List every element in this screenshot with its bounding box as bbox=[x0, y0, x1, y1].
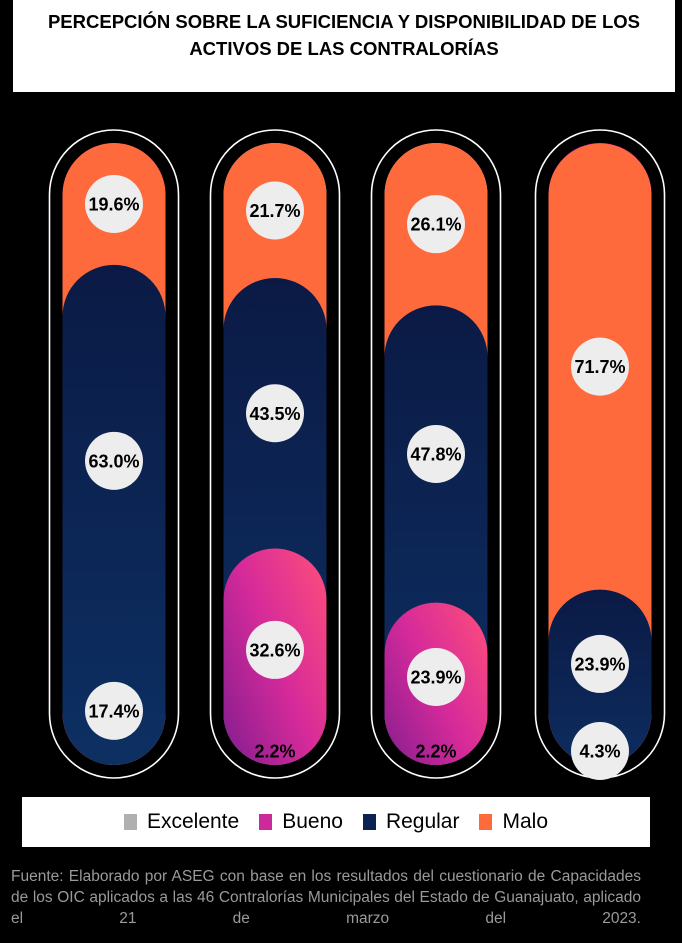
data-label-excelente-2: 2.2% bbox=[254, 742, 295, 762]
label-bubble-regular-3 bbox=[407, 425, 465, 483]
data-label-malo-3: 26.1% bbox=[410, 215, 461, 235]
data-label-malo-2: 21.7% bbox=[249, 201, 300, 221]
label-bubble-bueno-3 bbox=[407, 647, 465, 706]
bar-regular-1 bbox=[62, 264, 166, 765]
data-label-regular-3: 47.8% bbox=[410, 445, 461, 465]
title-box: PERCEPCIÓN SOBRE LA SUFICIENCIA Y DISPON… bbox=[13, 0, 675, 92]
label-bubble-regular-2 bbox=[246, 384, 304, 443]
column-2: 2.2% 32.6% 43.5% 21.7% bbox=[209, 129, 341, 779]
legend-swatch-bueno bbox=[259, 814, 273, 830]
legend-label-bueno: Bueno bbox=[282, 810, 343, 833]
data-label-regular-4: 23.9% bbox=[574, 654, 625, 674]
data-label-excelente-3: 2.2% bbox=[415, 742, 456, 762]
column-1: 17.4% 63.0% 19.6% bbox=[48, 129, 180, 779]
legend-label-regular: Regular bbox=[385, 810, 460, 833]
legend-item-bueno: Bueno bbox=[259, 810, 343, 834]
chart-title: PERCEPCIÓN SOBRE LA SUFICIENCIA Y DISPON… bbox=[47, 11, 641, 59]
data-label-bueno-3: 23.9% bbox=[410, 667, 461, 687]
legend-label-excelente: Excelente bbox=[146, 810, 240, 833]
label-bubble-regular-4 bbox=[571, 634, 629, 693]
data-label-bueno-1: 17.4% bbox=[88, 701, 139, 721]
label-bubble-malo-4 bbox=[571, 337, 629, 396]
legend-label-malo: Malo bbox=[502, 810, 549, 833]
bar-bueno-3 bbox=[384, 602, 488, 765]
bar-bueno-2 bbox=[223, 548, 327, 765]
column-outline-2 bbox=[209, 129, 341, 779]
label-bubble-bueno-4 bbox=[571, 722, 629, 780]
legend-item-regular: Regular bbox=[362, 810, 460, 834]
label-bubble-malo-3 bbox=[407, 195, 465, 254]
data-label-malo-4: 71.7% bbox=[574, 357, 625, 377]
label-bubble-regular-1 bbox=[85, 431, 143, 490]
data-label-malo-1: 19.6% bbox=[88, 194, 139, 214]
data-label-bueno-4: 4.3% bbox=[579, 742, 620, 762]
data-label-bueno-2: 32.6% bbox=[249, 640, 300, 660]
bar-regular-4 bbox=[548, 589, 652, 765]
legend: Excelente Bueno Regular Malo bbox=[22, 797, 650, 847]
legend-item-excelente: Excelente bbox=[123, 810, 240, 834]
column-outline-1 bbox=[48, 129, 180, 779]
data-label-regular-2: 43.5% bbox=[249, 404, 300, 424]
column-4: 4.3% 23.9% 71.7% bbox=[534, 129, 666, 780]
legend-swatch-regular bbox=[362, 814, 376, 830]
label-bubble-malo-2 bbox=[246, 181, 304, 240]
legend-item-malo: Malo bbox=[479, 810, 548, 834]
legend-swatch-malo bbox=[479, 814, 493, 830]
legend-swatch-excelente bbox=[123, 814, 137, 830]
data-label-regular-1: 63.0% bbox=[88, 451, 139, 471]
label-bubble-bueno-1 bbox=[85, 681, 143, 740]
column-3: 2.2% 23.9% 47.8% 26.1% bbox=[370, 129, 502, 779]
column-outline-3 bbox=[370, 129, 502, 779]
source-note: Fuente: Elaborado por ASEG con base en l… bbox=[11, 868, 641, 927]
label-bubble-bueno-2 bbox=[246, 620, 304, 679]
label-bubble-malo-1 bbox=[85, 174, 143, 233]
